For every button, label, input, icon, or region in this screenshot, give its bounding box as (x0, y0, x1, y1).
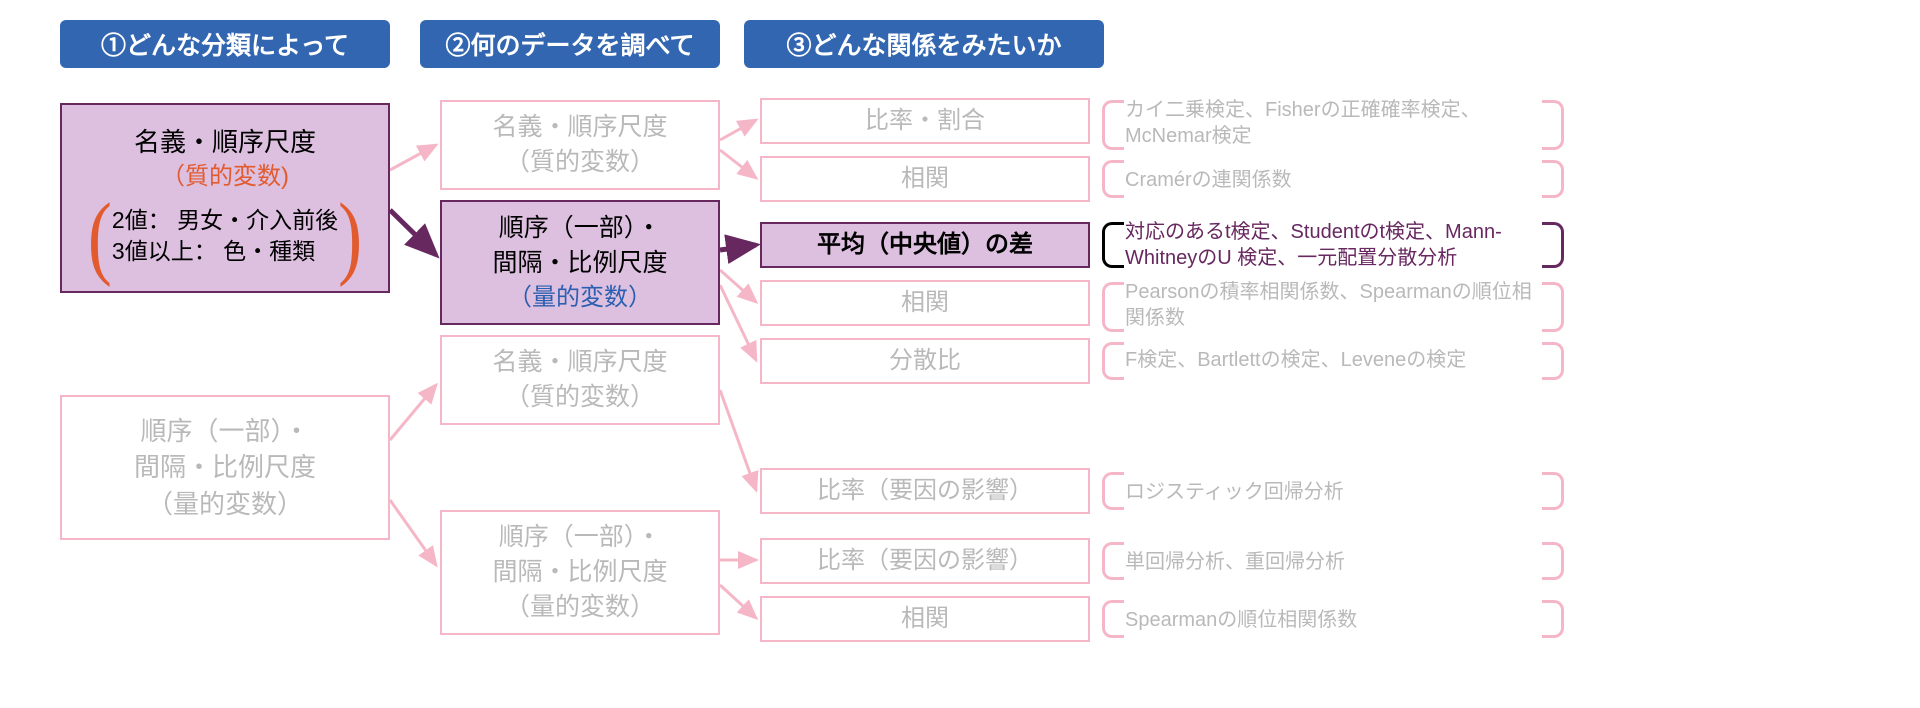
b1-label: 比率・割合 (865, 104, 985, 138)
method-6: ロジスティック回帰分析 (1125, 472, 1540, 512)
col1-a-sub1: 2値： 男女・介入前後 (112, 205, 338, 236)
header-3-label: ③どんな関係をみたいか (786, 26, 1061, 62)
brace-l-3 (1102, 222, 1124, 268)
m7-label: 単回帰分析、重回帰分析 (1125, 549, 1345, 575)
b2-label: 相関 (901, 162, 949, 196)
brace-r-1 (1542, 100, 1564, 150)
b8-label: 相関 (901, 602, 949, 636)
arrow-c2r3-b6 (720, 390, 756, 490)
m1-label: カイ二乗検定、Fisherの正確確率検定、McNemar検定 (1125, 97, 1540, 149)
brace-l-1 (1102, 100, 1124, 150)
col2-row4: 順序（一部）・ 間隔・比例尺度 （量的変数） (440, 510, 720, 635)
close-paren-icon: ) (338, 189, 362, 283)
brace-r-4 (1542, 282, 1564, 332)
method-7: 単回帰分析、重回帰分析 (1125, 542, 1540, 582)
method-8: Spearmanの順位相関係数 (1125, 600, 1540, 640)
col2-row3: 名義・順序尺度 （質的変数） (440, 335, 720, 425)
col3-b8: 相関 (760, 596, 1090, 642)
open-paren-icon: ( (88, 189, 112, 283)
col2-r3-l2: （質的変数） (505, 380, 655, 415)
brace-r-6 (1542, 472, 1564, 510)
arrow-c2r2-b4 (720, 270, 756, 302)
col2-r4-l2: 間隔・比例尺度 (492, 555, 667, 590)
b6-label: 比率（要因の影響） (817, 474, 1033, 508)
header-1-label: ①どんな分類によって (101, 26, 349, 62)
col1-box-nominal: 名義・順序尺度 （質的変数) ( 2値： 男女・介入前後 3値以上： 色・種類 … (60, 103, 390, 293)
col3-b7: 比率（要因の影響） (760, 538, 1090, 584)
b4-label: 相関 (901, 286, 949, 320)
arrow-c1a-c2r1 (390, 145, 436, 170)
method-4: Pearsonの積率相関係数、Spearmanの順位相関係数 (1125, 278, 1540, 332)
brace-l-8 (1102, 600, 1124, 638)
arrow-c2r2-b5 (720, 285, 756, 360)
method-1: カイ二乗検定、Fisherの正確確率検定、McNemar検定 (1125, 96, 1540, 150)
brace-r-3 (1542, 222, 1564, 268)
m3-label: 対応のあるt検定、Studentのt検定、Mann-WhitneyのU 検定、一… (1125, 219, 1540, 271)
method-5: F検定、Bartlettの検定、Leveneの検定 (1125, 340, 1540, 380)
arrow-c1b-c2r4 (390, 500, 436, 565)
header-2: ②何のデータを調べて (420, 20, 720, 68)
arrow-c2r2-b3 (720, 245, 756, 250)
col1-b-line2: 間隔・比例尺度 (134, 449, 316, 485)
col1-a-sub2: 3値以上： 色・種類 (112, 236, 338, 267)
col3-b1: 比率・割合 (760, 98, 1090, 144)
col3-b4: 相関 (760, 280, 1090, 326)
col2-row1: 名義・順序尺度 （質的変数） (440, 100, 720, 190)
brace-r-2 (1542, 160, 1564, 198)
brace-l-5 (1102, 342, 1124, 380)
col2-r1-l2: （質的変数） (505, 145, 655, 180)
arrow-c2r1-b2 (720, 150, 756, 178)
header-2-label: ②何のデータを調べて (445, 26, 694, 62)
col2-r2-l3: （量的変数） (508, 281, 652, 315)
brace-l-6 (1102, 472, 1124, 510)
col2-row2: 順序（一部）・ 間隔・比例尺度 （量的変数） (440, 200, 720, 325)
col3-b2: 相関 (760, 156, 1090, 202)
col3-b3: 平均（中央値）の差 (760, 222, 1090, 268)
col1-a-line1: 名義・順序尺度 (134, 124, 316, 160)
arrow-c1b-c2r3 (390, 385, 436, 440)
header-3: ③どんな関係をみたいか (744, 20, 1104, 68)
method-3: 対応のあるt検定、Studentのt検定、Mann-WhitneyのU 検定、一… (1125, 218, 1540, 272)
col2-r4-l3: （量的変数） (505, 590, 655, 625)
col1-box-ordinal: 順序（一部）・ 間隔・比例尺度 （量的変数） (60, 395, 390, 540)
col3-b5: 分散比 (760, 338, 1090, 384)
m8-label: Spearmanの順位相関係数 (1125, 607, 1357, 633)
header-1: ①どんな分類によって (60, 20, 390, 68)
col2-r2-l1: 順序（一部）・ (499, 211, 662, 246)
brace-l-7 (1102, 542, 1124, 580)
m6-label: ロジスティック回帰分析 (1125, 479, 1344, 505)
brace-r-8 (1542, 600, 1564, 638)
b7-label: 比率（要因の影響） (817, 544, 1033, 578)
m5-label: F検定、Bartlettの検定、Leveneの検定 (1125, 347, 1466, 373)
arrow-c1a-c2r2 (390, 210, 436, 255)
col1-a-line2: （質的変数) (161, 160, 289, 194)
b3-label: 平均（中央値）の差 (817, 228, 1033, 262)
method-2: Cramérの連関係数 (1125, 160, 1540, 200)
brace-l-4 (1102, 282, 1124, 332)
brace-r-7 (1542, 542, 1564, 580)
brace-l-2 (1102, 160, 1124, 198)
col3-b6: 比率（要因の影響） (760, 468, 1090, 514)
col2-r3-l1: 名義・順序尺度 (492, 345, 667, 380)
brace-r-5 (1542, 342, 1564, 380)
col2-r2-l2: 間隔・比例尺度 (492, 246, 667, 281)
arrow-c2r1-b1 (720, 120, 756, 140)
col1-b-line3: （量的変数） (147, 486, 303, 522)
arrow-c2r4-b8 (720, 585, 756, 618)
m4-label: Pearsonの積率相関係数、Spearmanの順位相関係数 (1125, 279, 1540, 331)
col1-b-line1: 順序（一部）・ (140, 413, 309, 449)
col2-r4-l1: 順序（一部）・ (499, 520, 662, 555)
b5-label: 分散比 (889, 344, 961, 378)
m2-label: Cramérの連関係数 (1125, 167, 1292, 193)
col2-r1-l1: 名義・順序尺度 (492, 110, 667, 145)
